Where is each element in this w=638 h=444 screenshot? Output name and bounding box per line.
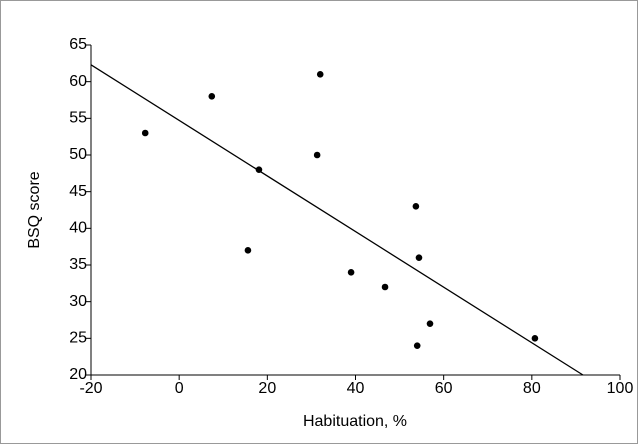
point bbox=[415, 254, 423, 261]
x-tick-label: 40 bbox=[347, 380, 365, 397]
y-tick-label: 50 bbox=[69, 146, 87, 163]
y-axis-label: BSQ score bbox=[26, 171, 43, 248]
point bbox=[381, 283, 389, 291]
x-axis-label: Habituation, % bbox=[303, 413, 407, 430]
y-tick-label: 55 bbox=[69, 110, 87, 127]
point bbox=[413, 342, 421, 349]
x-tick-label: 20 bbox=[258, 380, 276, 397]
point bbox=[208, 93, 216, 100]
x-tick-label: 60 bbox=[435, 380, 453, 397]
point bbox=[313, 151, 321, 159]
point bbox=[531, 335, 539, 342]
y-tick-label: 40 bbox=[69, 220, 87, 237]
y-tick-label: 45 bbox=[69, 183, 87, 200]
y-tick-label: 25 bbox=[69, 330, 87, 347]
point bbox=[347, 269, 355, 276]
x-tick-label: -20 bbox=[79, 380, 102, 397]
y-tick-label: 20 bbox=[69, 366, 87, 383]
x-tick-label: 0 bbox=[175, 380, 184, 397]
point bbox=[141, 129, 149, 137]
x-tick-label: 80 bbox=[523, 380, 541, 397]
point bbox=[244, 247, 252, 254]
point bbox=[316, 71, 324, 78]
x-tick-label: 100 bbox=[607, 380, 634, 397]
point bbox=[426, 320, 434, 327]
y-tick-label: 30 bbox=[69, 293, 87, 310]
y-tick-label: 60 bbox=[69, 73, 87, 90]
point bbox=[255, 166, 263, 173]
fit-line bbox=[90, 64, 584, 376]
y-tick-label: 35 bbox=[69, 256, 87, 273]
y-tick-label: 65 bbox=[69, 36, 87, 53]
point bbox=[412, 203, 420, 210]
